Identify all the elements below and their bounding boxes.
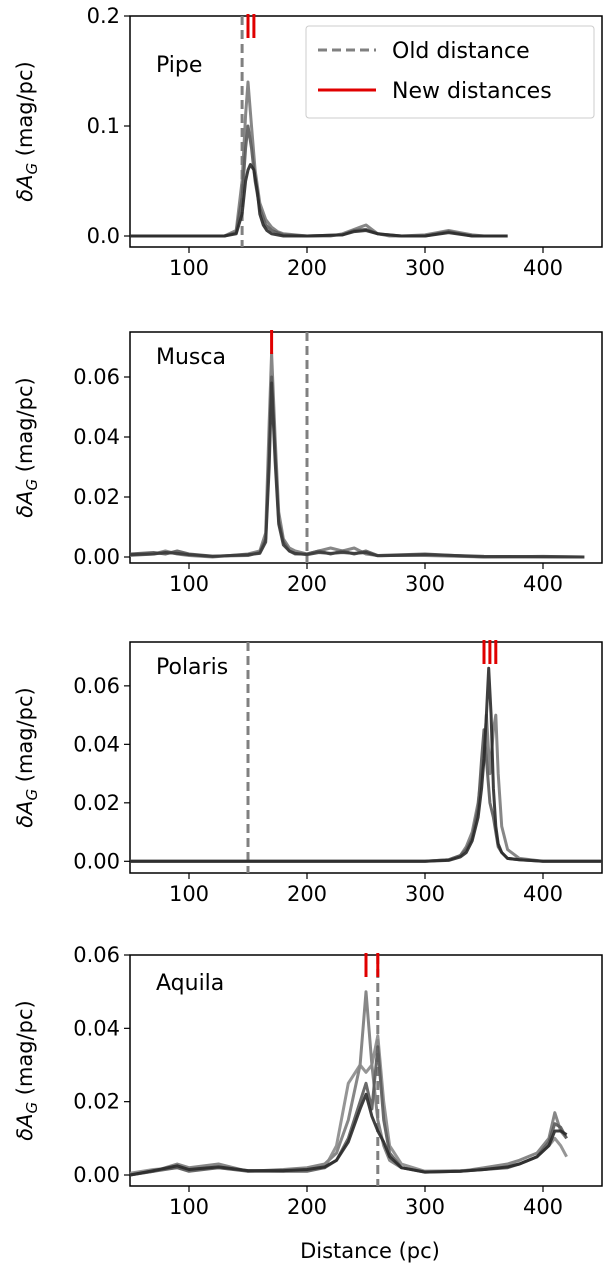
x-tick-label: 100 <box>169 256 209 280</box>
series-line-2 <box>130 124 508 238</box>
panel-pipe: Pipe 100 200 300 400 0.0 0.1 0.2 δAG (mag/pc) O… <box>13 4 603 280</box>
x-tick-label: 400 <box>523 882 563 906</box>
x-tick-label: 100 <box>169 1195 209 1219</box>
y-tick-label: 0.1 <box>87 114 120 138</box>
y-tick-label: 0.2 <box>87 4 120 28</box>
plot-frame <box>129 331 603 564</box>
y-tick-label: 0.02 <box>73 1090 120 1114</box>
x-tick-label: 300 <box>405 572 445 596</box>
legend-box <box>305 25 595 119</box>
y-tick-label: 0.06 <box>73 674 120 698</box>
x-tick-label: 400 <box>523 256 563 280</box>
y-tick-label: 0.04 <box>73 425 120 449</box>
x-tick-label: 300 <box>405 256 445 280</box>
x-tick-label: 400 <box>523 1195 563 1219</box>
series-line-2 <box>129 375 585 559</box>
series-line-1 <box>130 713 602 863</box>
y-tick-label: 0.06 <box>73 365 120 389</box>
y-tick-label: 0.04 <box>73 732 120 756</box>
y-axis-label: δAG (mag/pc) <box>13 1000 41 1141</box>
y-axis-label: δAG (mag/pc) <box>13 377 41 518</box>
y-tick-label: 0.06 <box>73 943 120 967</box>
y-tick-label: 0.02 <box>73 485 120 509</box>
series-line-2 <box>129 1034 568 1175</box>
x-axis-label: Distance (pc) <box>300 1239 440 1263</box>
series-line-4 <box>129 1092 568 1177</box>
series-line-3 <box>129 1045 568 1177</box>
x-tick-label: 300 <box>405 882 445 906</box>
y-tick-label: 0.02 <box>73 791 120 815</box>
panel-label: Pipe <box>156 53 202 78</box>
panel-polaris: Polaris 100 200 300 400 0.00 0.02 0.04 0.06 δAG … <box>13 640 603 906</box>
series-line-3 <box>129 381 585 559</box>
panel-label: Musca <box>156 345 226 370</box>
x-tick-label: 200 <box>287 256 327 280</box>
series-line-2 <box>130 728 602 863</box>
y-axis-label: δAG (mag/pc) <box>13 61 41 202</box>
plot-frame <box>129 641 603 874</box>
y-axis-label: δAG (mag/pc) <box>13 687 41 828</box>
x-tick-label: 300 <box>405 1195 445 1219</box>
legend-old-label: Old distance <box>392 39 530 64</box>
x-tick-label: 200 <box>287 882 327 906</box>
x-tick-label: 200 <box>287 572 327 596</box>
series-line-1 <box>129 351 585 559</box>
panel-label: Polaris <box>156 655 228 680</box>
x-tick-label: 100 <box>169 882 209 906</box>
legend-new-label: New distances <box>392 79 552 104</box>
x-tick-label: 400 <box>523 572 563 596</box>
y-tick-label: 0.00 <box>73 545 120 569</box>
x-tick-label: 200 <box>287 1195 327 1219</box>
legend: Old distance New distances <box>305 25 595 119</box>
y-tick-label: 0.04 <box>73 1016 120 1040</box>
panel-musca: Musca 100 200 300 400 0.00 0.02 0.04 0.06 δAG (m… <box>13 330 603 596</box>
y-tick-label: 0.0 <box>87 224 120 248</box>
series-line-3 <box>130 163 508 238</box>
panel-label: Aquila <box>156 971 224 996</box>
x-tick-label: 100 <box>169 572 209 596</box>
plot-frame <box>129 15 603 248</box>
y-tick-label: 0.00 <box>73 1163 120 1187</box>
panel-aquila: Aquila 100 200 300 400 0.00 0.02 0.04 0.06 δAG (… <box>13 943 603 1263</box>
y-tick-label: 0.00 <box>73 849 120 873</box>
series-line-3 <box>130 666 602 863</box>
